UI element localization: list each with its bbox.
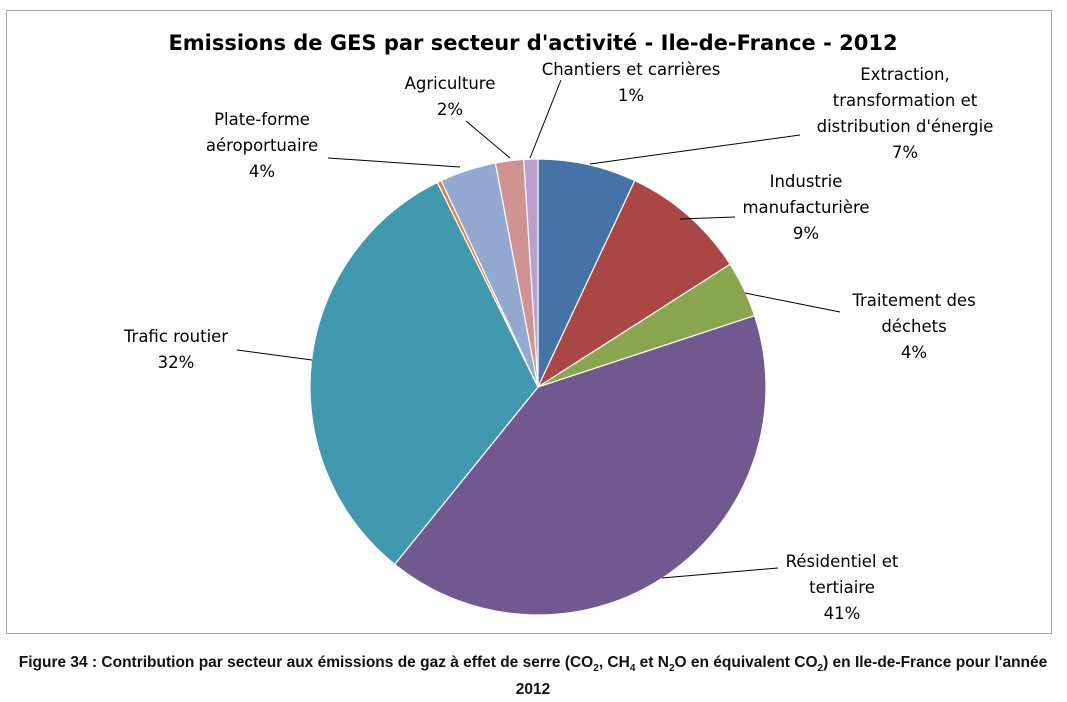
pie-slice-4	[309, 181, 539, 566]
slice-label-0: distribution d'énergie	[817, 117, 994, 136]
caption-sub-4: 2	[817, 663, 824, 675]
slice-value-label-6: 4%	[249, 162, 275, 181]
slice-value-label-8: 1%	[618, 86, 644, 105]
slice-label-6: aéroportuaire	[206, 136, 318, 155]
pie-slice-1	[536, 179, 731, 389]
caption-text-2: , CH	[598, 654, 630, 671]
slice-labels: Extraction, transformation et distribution…	[123, 60, 993, 623]
slice-label-0: Extraction,	[860, 65, 949, 84]
slice-label-7: Agriculture	[405, 74, 496, 93]
caption-text-4: O en équivalent CO	[674, 654, 818, 671]
leader-line-8	[529, 79, 562, 159]
slice-label-6: Plate-forme	[214, 110, 310, 129]
pie-chart: Emissions de GES par secteur d'activité …	[123, 31, 993, 623]
leader-line-0	[589, 134, 801, 165]
slice-value-label-0: 7%	[892, 143, 918, 162]
leader-line-1	[679, 216, 736, 220]
slice-label-3: tertiaire	[809, 578, 875, 597]
slice-value-label-4: 32%	[158, 353, 195, 372]
slice-label-3: Résidentiel et	[786, 552, 899, 571]
leader-line-3	[661, 567, 779, 579]
slice-label-1: manufacturière	[742, 198, 869, 217]
figure-caption: Figure 34 : Contribution par secteur aux…	[10, 652, 1056, 700]
caption-text-5: ) en Ile-de-France pour l'année 2012	[515, 654, 1048, 699]
pie-slices	[309, 158, 767, 616]
slice-label-0: transformation et	[833, 91, 978, 110]
slice-label-2: Traitement des	[851, 291, 975, 310]
slice-label-2: déchets	[881, 317, 946, 336]
slice-label-4: Trafic routier	[123, 327, 228, 346]
leader-line-7	[465, 120, 511, 159]
slice-label-1: Industrie	[770, 172, 843, 191]
caption-text-3: et N	[635, 654, 669, 671]
pie-slice-8	[523, 158, 539, 388]
chart-title: Emissions de GES par secteur d'activité …	[168, 31, 897, 55]
caption-sub-1: 2	[593, 663, 599, 675]
leader-line-2	[744, 292, 841, 313]
slice-value-label-2: 4%	[901, 343, 927, 362]
caption-text-1: Figure 34 : Contribution par secteur aux…	[18, 654, 594, 671]
slice-value-label-7: 2%	[437, 100, 463, 119]
leader-line-6	[327, 157, 461, 168]
caption-sub-3: 2	[668, 663, 675, 675]
slice-label-8: Chantiers et carrières	[542, 60, 721, 79]
leader-lines	[236, 79, 841, 579]
slice-value-label-3: 41%	[824, 604, 861, 623]
slice-value-label-1: 9%	[793, 224, 819, 243]
caption-sub-2: 4	[629, 663, 636, 675]
pie-slice-3	[393, 314, 767, 616]
leader-line-4	[236, 349, 313, 361]
